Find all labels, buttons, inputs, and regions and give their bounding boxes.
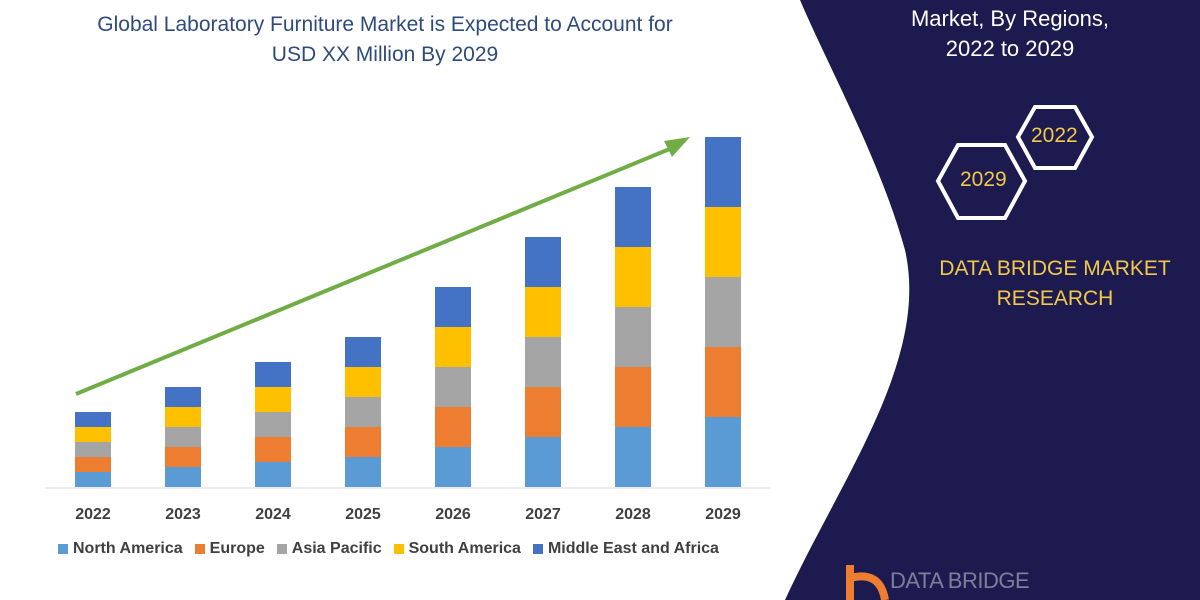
bar-2028-3 [615, 247, 651, 307]
arrow-head-icon [664, 137, 690, 157]
legend-item: North America [58, 540, 183, 558]
bar-2022-4 [75, 412, 111, 427]
bar-2029-3 [705, 207, 741, 277]
bar-2027-2 [525, 337, 561, 387]
bar-2026-4 [435, 287, 471, 327]
bar-2024-4 [255, 362, 291, 387]
hexagon-icon [1015, 105, 1095, 170]
bar-2027-0 [525, 437, 561, 487]
bar-2024-0 [255, 462, 291, 487]
legend-swatch [532, 544, 543, 554]
bar-2027-1 [525, 387, 561, 437]
legend-label: Middle East and Africa [547, 540, 719, 557]
legend-item: Europe [194, 540, 265, 558]
bar-2026-1 [435, 407, 471, 447]
x-tick-label: 2026 [435, 506, 471, 523]
bar-2022-1 [75, 457, 111, 472]
hex-label-2022: 2022 [1031, 124, 1078, 147]
bar-2027-4 [525, 237, 561, 287]
bar-2025-0 [345, 457, 381, 487]
bar-2023-4 [165, 387, 201, 407]
bar-2029-2 [705, 277, 741, 347]
legend-item: Asia Pacific [276, 540, 382, 558]
bar-2028-0 [615, 427, 651, 487]
x-tick-label: 2027 [525, 506, 561, 523]
bar-2028-1 [615, 367, 651, 427]
legend-swatch [393, 544, 404, 554]
hexagon-icon [935, 143, 1028, 220]
bar-2026-3 [435, 327, 471, 367]
bar-2025-4 [345, 337, 381, 367]
x-tick-label: 2023 [165, 506, 201, 523]
panel-title: Market, By Regions, 2022 to 2029 [910, 6, 1110, 61]
bar-2024-2 [255, 412, 291, 437]
x-tick-label: 2028 [615, 506, 651, 523]
legend-label: Asia Pacific [291, 540, 382, 557]
bar-2023-0 [165, 467, 201, 487]
bar-2025-2 [345, 397, 381, 427]
bar-2029-1 [705, 347, 741, 417]
legend-label: Europe [209, 540, 265, 557]
trend-arrow [75, 146, 673, 396]
x-tick-label: 2024 [255, 506, 291, 523]
bar-2027-3 [525, 287, 561, 337]
hexagon-icons [935, 105, 1095, 220]
legend-label: North America [73, 540, 183, 557]
legend-swatch [276, 544, 287, 554]
bar-2022-0 [75, 472, 111, 487]
legend: North America Europe Asia Pacific South Ame… [58, 540, 719, 558]
bar-2028-2 [615, 307, 651, 367]
chart-plot: 2022 2023 2024 2025 2026 2027 2028 2029 [45, 137, 770, 523]
bar-2026-0 [435, 447, 471, 487]
x-tick-label: 2029 [705, 506, 741, 523]
bar-2025-3 [345, 367, 381, 397]
hex-label-2029: 2029 [960, 168, 1007, 191]
logo-mark-icon [846, 565, 889, 600]
chart-title: Global Laboratory Furniture Market is Ex… [97, 13, 673, 66]
navy-panel [785, 0, 1200, 600]
bar-2029-4 [705, 137, 741, 207]
legend-swatch [194, 544, 205, 554]
bar-2026-2 [435, 367, 471, 407]
bar-2028-4 [615, 187, 651, 247]
legend-item: South America [393, 540, 521, 558]
bar-2024-1 [255, 437, 291, 462]
x-tick-label: 2025 [345, 506, 381, 523]
legend-label: South America [408, 540, 521, 557]
brand-text: DATA BRIDGE MARKET RESEARCH [939, 257, 1171, 310]
bar-2024-3 [255, 387, 291, 412]
legend-swatch [58, 544, 68, 554]
bar-2023-3 [165, 407, 201, 427]
bar-2029-0 [705, 417, 741, 487]
bar-2022-2 [75, 442, 111, 457]
bar-2022-3 [75, 427, 111, 442]
bar-2023-2 [165, 427, 201, 447]
legend-item: Middle East and Africa [532, 540, 719, 558]
bar-2025-1 [345, 427, 381, 457]
bar-2023-1 [165, 447, 201, 467]
logo-text: DATA BRIDGE [890, 568, 1030, 593]
x-tick-label: 2022 [75, 506, 111, 523]
